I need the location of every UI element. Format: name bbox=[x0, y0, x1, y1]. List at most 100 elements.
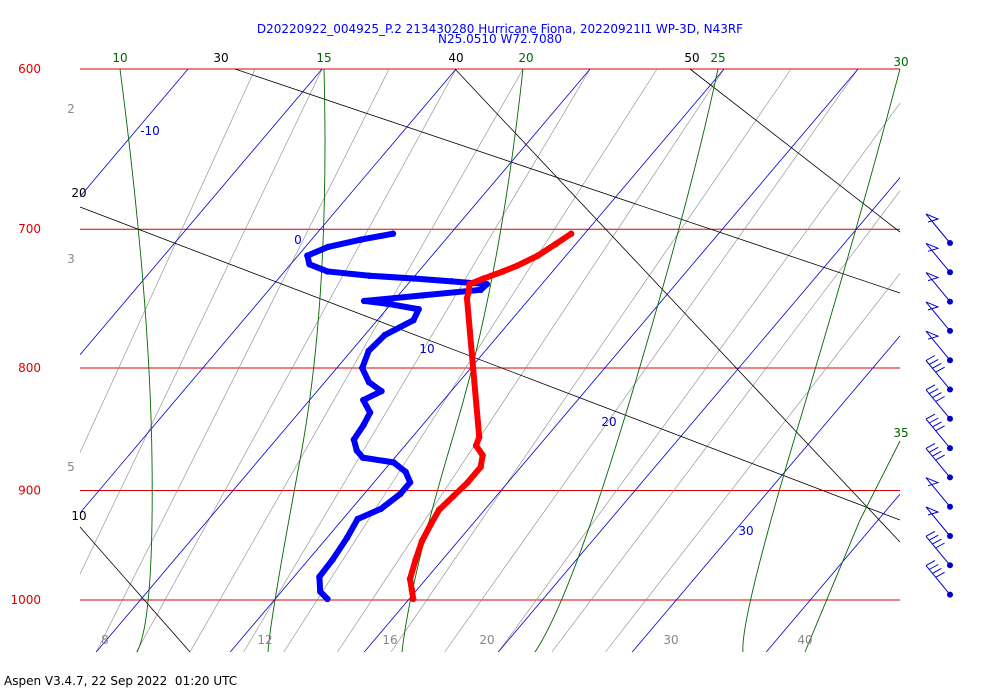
barb-tick bbox=[935, 571, 945, 578]
moist-adiabat bbox=[804, 440, 901, 653]
wind-barb bbox=[925, 355, 953, 393]
moist-adiabat bbox=[267, 68, 326, 653]
moist-adiabat bbox=[534, 68, 719, 653]
dewpoint-profile-point bbox=[360, 421, 367, 429]
dewpoint-profile-point bbox=[360, 297, 368, 305]
mixing-ratio-line bbox=[136, 68, 457, 653]
wind-barb bbox=[925, 442, 953, 481]
temperature-profile-point bbox=[412, 556, 419, 563]
dewpoint-profile-point bbox=[448, 278, 455, 285]
barb-tick bbox=[935, 425, 945, 432]
dewpoint-profile-point bbox=[359, 364, 366, 372]
temperature-profile-point bbox=[408, 586, 415, 593]
wind-barb bbox=[925, 530, 953, 569]
mixing-ratio-label: 2 bbox=[67, 102, 75, 116]
barb-shaft bbox=[925, 477, 951, 508]
barb-station bbox=[947, 386, 953, 393]
barb-tick bbox=[925, 560, 936, 567]
dewpoint-profile-point bbox=[389, 230, 397, 237]
barb-station bbox=[947, 269, 953, 276]
barb-shaft bbox=[925, 330, 951, 361]
dewpoint-profile-point bbox=[378, 387, 385, 395]
dewpoint-profile-point bbox=[353, 447, 360, 454]
mixing-ratio-line bbox=[243, 68, 591, 653]
temperature-profile-point bbox=[418, 537, 426, 545]
footer-text: Aspen V3.4.7, 22 Sep 2022 01:20 UTC bbox=[4, 674, 238, 688]
isotherm-label: 20 bbox=[601, 415, 616, 429]
mixing-ratio-line bbox=[79, 68, 323, 575]
barb-shaft bbox=[925, 272, 951, 302]
mixing-ratio-label: 3 bbox=[67, 252, 75, 266]
isotherm-30 bbox=[497, 177, 901, 653]
dry-adiabat-label: 30 bbox=[213, 51, 228, 65]
dewpoint-profile-point bbox=[477, 286, 484, 294]
barb-flag bbox=[925, 213, 940, 223]
mixing-ratio-line bbox=[95, 68, 390, 653]
barb-tick bbox=[932, 392, 942, 399]
dewpoint-profile-point bbox=[343, 534, 351, 542]
temperature-profile-point bbox=[534, 252, 542, 259]
wind-barb bbox=[925, 506, 953, 539]
mixing-ratio-label: 40 bbox=[797, 633, 812, 647]
isotherm-0 bbox=[95, 68, 591, 653]
dewpoint-profile-point bbox=[324, 595, 331, 603]
barb-station bbox=[947, 503, 953, 510]
dewpoint-profile-point bbox=[306, 261, 313, 268]
barb-tick bbox=[925, 442, 936, 449]
isotherm--30 bbox=[79, 68, 189, 197]
barb-tick bbox=[932, 421, 942, 428]
moist-adiabat-label: 20 bbox=[518, 51, 533, 65]
dewpoint-profile-point bbox=[317, 588, 324, 595]
dewpoint-profile-point bbox=[410, 316, 417, 324]
dewpoint-profile-point bbox=[483, 280, 491, 288]
dewpoint-profile-point bbox=[390, 459, 397, 466]
isotherm-label: 10 bbox=[419, 342, 434, 356]
isotherm-10 bbox=[229, 68, 725, 653]
dewpoint-profile-point bbox=[350, 436, 358, 443]
mixing-ratio-label: 20 bbox=[479, 633, 494, 647]
pressure-label-700: 700 bbox=[18, 222, 41, 236]
mixing-ratio-line bbox=[605, 273, 901, 653]
wind-barb bbox=[925, 413, 953, 452]
barb-shaft bbox=[925, 418, 951, 449]
barb-tick bbox=[928, 417, 939, 424]
moist-adiabat-label: 15 bbox=[316, 51, 331, 65]
temperature-profile-point bbox=[480, 275, 487, 282]
barb-tick bbox=[925, 355, 936, 361]
dewpoint-profile-point bbox=[304, 252, 311, 259]
moist-adiabat-label: 25 bbox=[710, 51, 725, 65]
temperature-profile-point bbox=[466, 280, 473, 288]
dewpoint-profile-point bbox=[402, 468, 409, 476]
barb-flag bbox=[925, 506, 940, 516]
wind-barb bbox=[925, 560, 953, 598]
barb-tick bbox=[932, 362, 942, 369]
dewpoint-profile-point bbox=[406, 479, 414, 486]
dewpoint-profile-point bbox=[357, 236, 365, 243]
isotherm-label: -10 bbox=[140, 124, 160, 138]
barb-shaft bbox=[925, 213, 951, 244]
barb-shaft bbox=[925, 506, 951, 537]
dewpoint-profile-point bbox=[384, 300, 391, 307]
temperature-profile-point bbox=[463, 294, 471, 302]
isotherm--20 bbox=[79, 68, 323, 356]
barb-tick bbox=[935, 366, 945, 373]
isotherm-40 bbox=[631, 335, 901, 653]
barb-tick bbox=[935, 454, 945, 461]
dewpoint-profile-point bbox=[324, 243, 332, 251]
barb-shaft bbox=[925, 389, 951, 420]
mixing-ratio-line bbox=[79, 68, 256, 453]
temperature-profile-point bbox=[450, 493, 457, 500]
dewpoint-profile-point bbox=[329, 556, 336, 563]
pressure-label-1000: 1000 bbox=[10, 593, 41, 607]
dewpoint-profile-point bbox=[415, 306, 422, 313]
wind-barb bbox=[925, 301, 953, 334]
pressure-label-800: 800 bbox=[18, 361, 41, 375]
isotherm--10 bbox=[79, 68, 457, 514]
barb-station bbox=[947, 415, 953, 422]
dewpoint-profile-point bbox=[366, 272, 373, 279]
dewpoint-profile-point bbox=[410, 275, 418, 282]
barb-shaft bbox=[925, 242, 951, 273]
pressure-label-600: 600 bbox=[18, 62, 41, 76]
barb-tick bbox=[935, 396, 945, 402]
